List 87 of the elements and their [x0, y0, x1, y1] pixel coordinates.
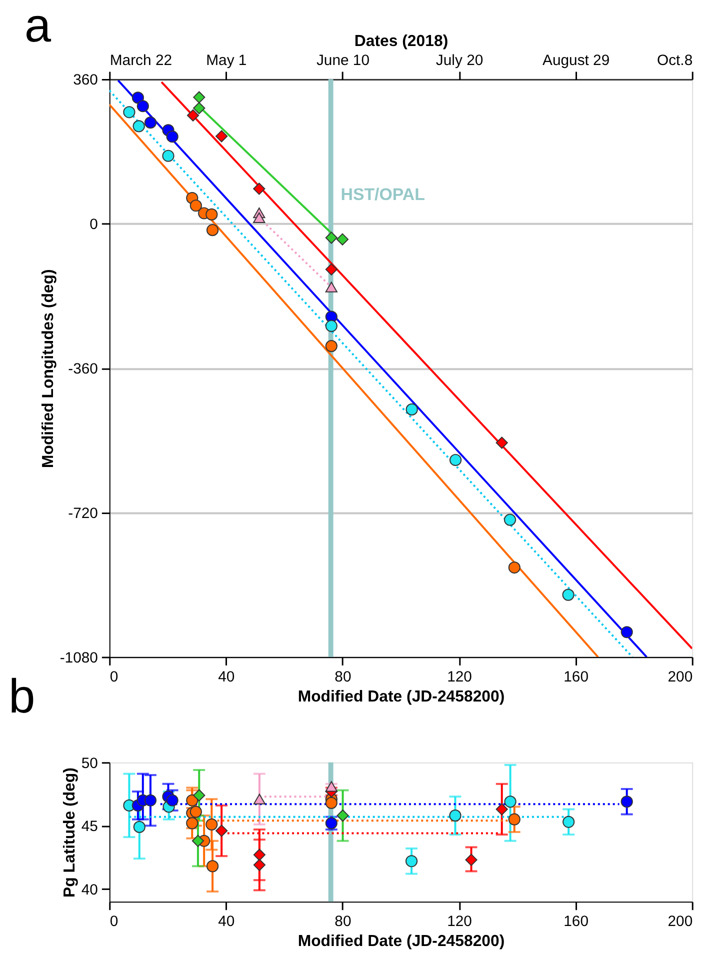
x2-tick-label: July 20: [436, 52, 484, 69]
y-tick-label: -360: [68, 362, 98, 378]
ref-line-label: HST/OPAL: [340, 184, 425, 204]
y-axis-title: Pg Latitude (deg): [61, 768, 78, 898]
point: [325, 320, 338, 332]
point: [206, 208, 218, 220]
point: [216, 824, 228, 837]
y-axis-title: Modified Longitudes (deg): [40, 269, 57, 468]
point: [406, 403, 418, 416]
x-tick-label: 160: [564, 914, 589, 930]
point: [206, 224, 219, 236]
x2-tick-label: August 29: [542, 52, 610, 69]
x-tick-label: 0: [110, 669, 118, 686]
point: [206, 818, 218, 830]
x-tick-label: 120: [447, 669, 472, 686]
point: [186, 109, 200, 122]
x-tick-label: 40: [218, 669, 235, 686]
chart-title: b: [8, 670, 36, 724]
point: [562, 816, 575, 828]
x-tick-label: 80: [334, 669, 352, 686]
y-tick-label: 45: [81, 819, 98, 836]
point: [496, 436, 508, 449]
point: [325, 340, 338, 352]
x2-tick-label: June 10: [316, 52, 370, 69]
point: [620, 796, 633, 808]
point: [325, 282, 338, 292]
x-tick-label: 80: [334, 914, 352, 930]
point: [508, 813, 520, 826]
point: [336, 233, 349, 246]
point: [496, 803, 508, 816]
point: [123, 106, 136, 118]
x2-tick-label: Oct.8: [656, 52, 693, 69]
x2-axis-title: Dates (2018): [354, 32, 448, 50]
point: [186, 794, 198, 806]
x-axis-title: Modified Date (JD-2458200): [298, 932, 505, 950]
y-tick-label: 50: [81, 756, 98, 772]
point: [136, 100, 149, 112]
x-tick-label: 200: [668, 914, 693, 930]
point: [405, 855, 418, 868]
point: [193, 789, 206, 802]
point: [325, 263, 338, 276]
x-tick-label: 120: [447, 914, 472, 930]
point: [166, 130, 178, 143]
point: [132, 92, 144, 104]
point: [216, 130, 228, 142]
point: [133, 820, 146, 834]
point: [562, 588, 574, 601]
point: [508, 561, 520, 574]
x-tick-label: 160: [564, 669, 589, 686]
point: [253, 794, 266, 804]
chart-title: a: [24, 0, 52, 52]
point: [144, 794, 157, 806]
point: [325, 232, 338, 244]
point: [144, 116, 157, 129]
x-axis-title: Modified Date (JD-2458200): [298, 688, 505, 706]
point: [336, 810, 349, 822]
y-tick-label: 360: [73, 72, 98, 89]
x-tick-label: 200: [668, 669, 693, 686]
point: [504, 796, 516, 808]
point: [166, 794, 178, 806]
point: [253, 848, 266, 861]
point: [193, 102, 206, 114]
point: [449, 810, 462, 822]
y-tick-label: 0: [90, 217, 98, 234]
point: [186, 817, 198, 830]
point: [253, 182, 266, 195]
y-tick-label: 40: [81, 882, 98, 898]
point: [465, 854, 478, 866]
point: [132, 120, 145, 132]
point: [620, 626, 633, 638]
point: [190, 200, 202, 212]
point: [325, 796, 338, 809]
point: [190, 806, 202, 818]
y-tick-label: -1080: [60, 650, 98, 666]
point: [192, 834, 204, 847]
x2-tick-label: May 1: [206, 52, 247, 69]
x-tick-label: 40: [218, 914, 235, 930]
point: [449, 454, 462, 466]
x2-tick-label: March 22: [110, 52, 172, 69]
y-tick-label: -720: [68, 506, 98, 522]
point: [253, 858, 266, 871]
x-tick-label: 0: [110, 914, 118, 930]
point: [193, 91, 206, 104]
point: [504, 514, 516, 526]
point: [206, 860, 219, 872]
point: [253, 212, 266, 223]
point: [162, 150, 174, 162]
